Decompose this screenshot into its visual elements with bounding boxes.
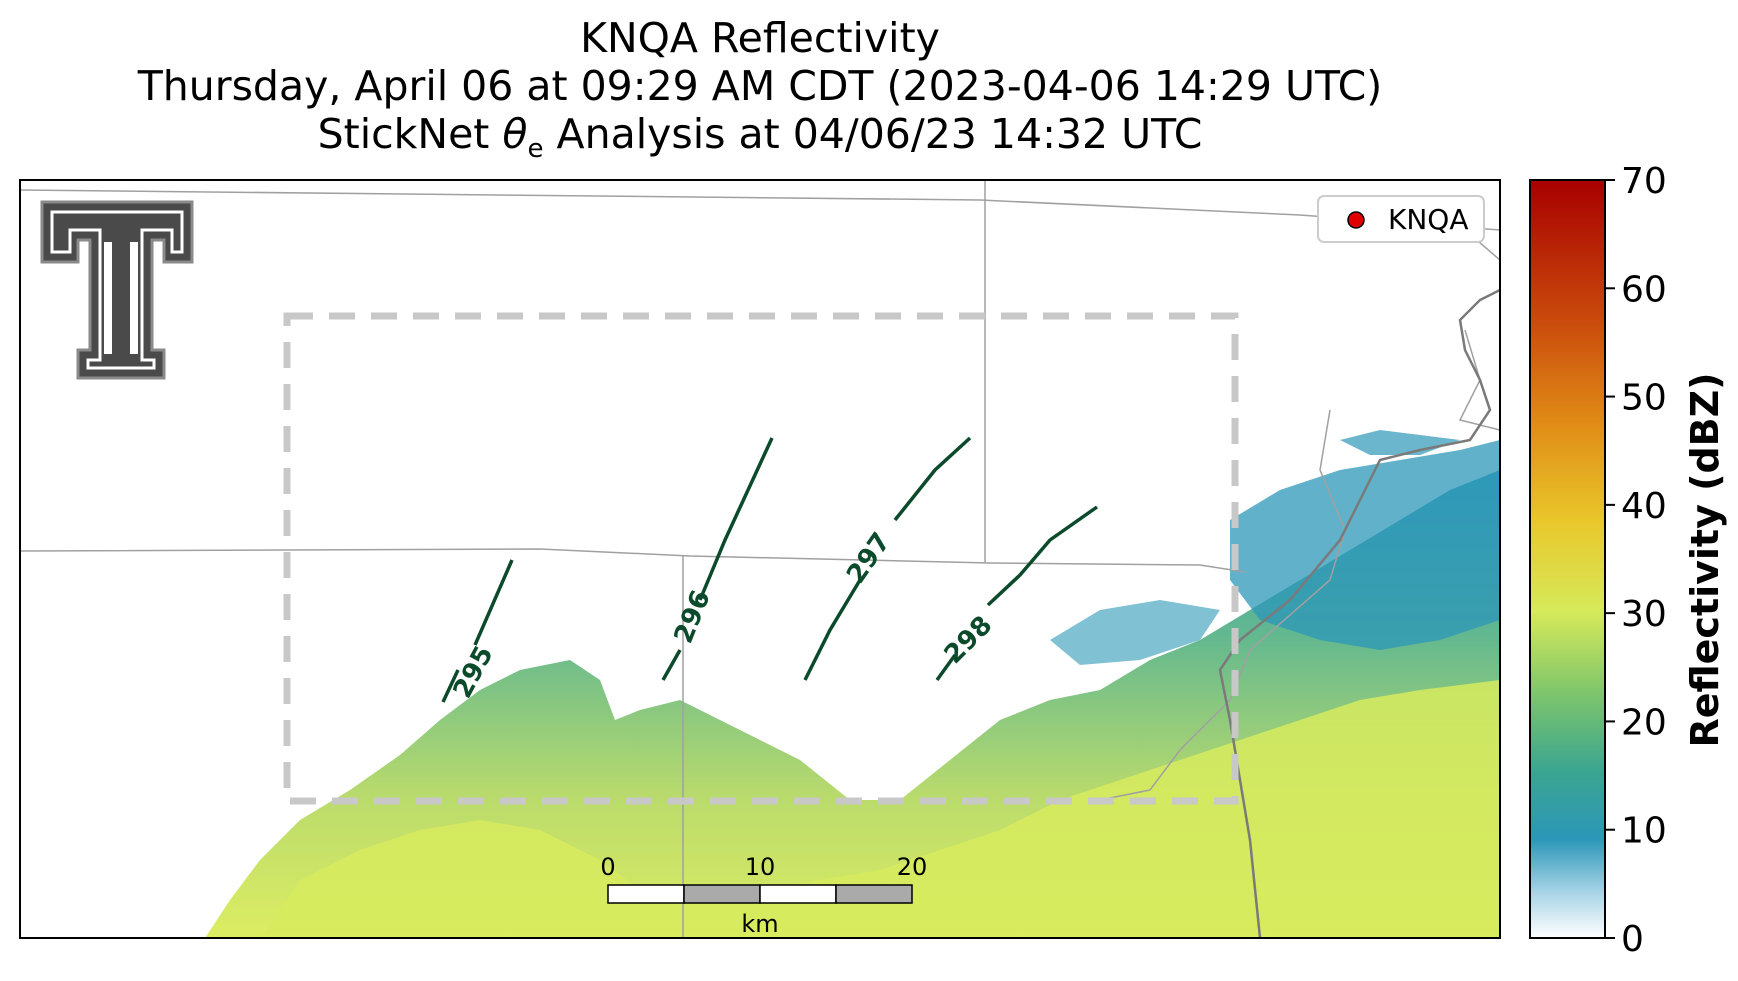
scalebar-seg-1 [607, 884, 685, 904]
legend-label: KNQA [1388, 203, 1469, 236]
colorbar-tick-label: 50 [1621, 378, 1667, 419]
colorbar-tick-label: 40 [1621, 486, 1667, 527]
title-line-3: StickNet θe Analysis at 04/06/23 14:32 U… [0, 110, 1520, 173]
colorbar-tick-label: 0 [1621, 919, 1644, 960]
title-line-1: KNQA Reflectivity [580, 14, 940, 62]
scalebar-seg-4 [835, 884, 913, 904]
logo-double-t [40, 200, 194, 380]
theta-symbol: θ [502, 110, 528, 158]
colorbar-tick-label: 10 [1621, 811, 1667, 852]
colorbar-tick-label: 60 [1621, 269, 1667, 310]
theta-subscript: e [527, 134, 544, 165]
knqa-marker [1347, 211, 1365, 229]
map-content: 295 296 297 298 0 10 20 km [20, 180, 1500, 938]
scalebar-seg-3 [759, 884, 837, 904]
colorbar-ticks: 0 10 20 30 40 50 60 70 [1605, 161, 1667, 960]
logo-inner [50, 210, 184, 370]
contour-296-line [661, 437, 774, 681]
scalebar-tick-10: 10 [745, 853, 776, 881]
state-border-middle [20, 548, 1246, 573]
scalebar-tick-0: 0 [600, 853, 615, 881]
colorbar-label: Reflectivity (dBZ) [1683, 372, 1727, 747]
contour-298-line [935, 505, 1099, 682]
colorbar-tick-label: 20 [1621, 702, 1667, 743]
scalebar-seg-2 [683, 884, 761, 904]
scalebar-unit: km [741, 910, 778, 938]
logo-stripe-left [104, 242, 112, 354]
legend[interactable]: KNQA [1317, 195, 1485, 243]
contour-295-line [441, 559, 514, 703]
figure-title: KNQA Reflectivity Thursday, April 06 at … [0, 14, 1520, 173]
colorbar-tick-label: 70 [1621, 161, 1667, 202]
colorbar-gradient [1529, 179, 1606, 939]
map-frame [19, 179, 1501, 939]
scalebar: 0 10 20 km [600, 853, 927, 938]
scalebar-tick-20: 20 [897, 853, 928, 881]
colorbar: 0 10 20 30 40 50 60 70 Reflectivity (dBZ) [1529, 161, 1727, 960]
analysis-domain-box [283, 312, 1239, 805]
county-border-east [1099, 409, 1346, 801]
reflectivity-echo-east [1230, 440, 1500, 650]
texas-tech-logo [40, 200, 194, 380]
legend-box [1317, 195, 1485, 243]
reflectivity-echo-midband [1050, 600, 1220, 665]
title-line-3-prefix: StickNet [317, 110, 503, 158]
contour-297-line [803, 436, 972, 681]
title-line-2: Thursday, April 06 at 09:29 AM CDT (2023… [137, 62, 1383, 110]
title-line-3-suffix: Analysis at 04/06/23 14:32 UTC [543, 110, 1203, 158]
logo-stripe-right [130, 242, 138, 354]
colorbar-tick-label: 30 [1621, 594, 1667, 635]
reflectivity-echo-core [260, 680, 1500, 938]
